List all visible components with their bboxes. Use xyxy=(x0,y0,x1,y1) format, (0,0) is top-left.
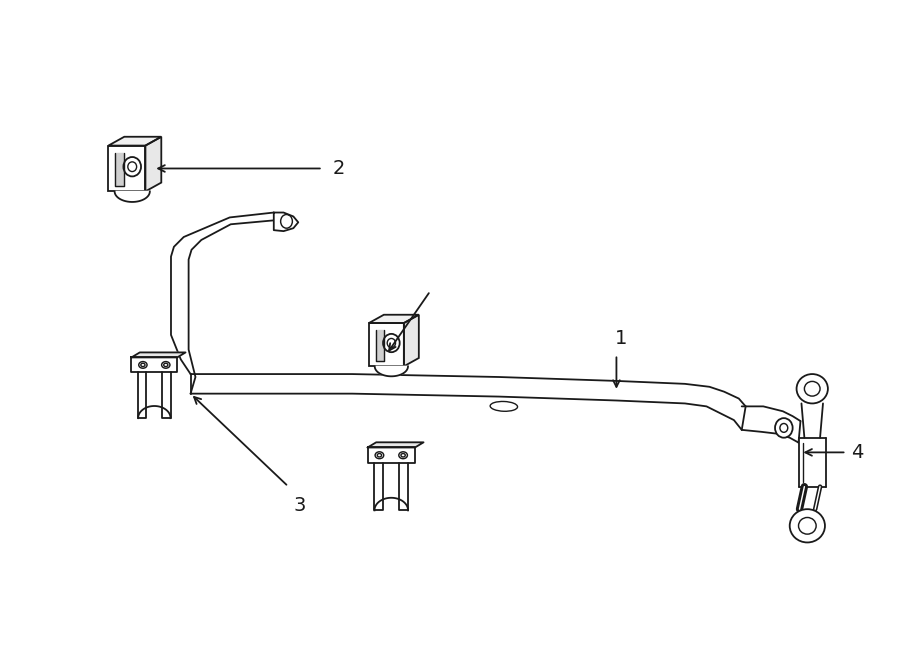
Ellipse shape xyxy=(383,334,400,352)
Text: 2: 2 xyxy=(332,159,345,178)
Polygon shape xyxy=(138,372,147,418)
Polygon shape xyxy=(191,374,746,430)
Polygon shape xyxy=(115,153,124,186)
Ellipse shape xyxy=(123,157,141,176)
Polygon shape xyxy=(114,192,149,202)
Polygon shape xyxy=(146,137,161,192)
Ellipse shape xyxy=(789,509,825,543)
Polygon shape xyxy=(131,358,177,372)
Polygon shape xyxy=(374,498,408,510)
Ellipse shape xyxy=(162,362,170,368)
Polygon shape xyxy=(742,407,800,443)
Polygon shape xyxy=(274,213,298,231)
Polygon shape xyxy=(400,463,408,510)
Polygon shape xyxy=(374,366,408,376)
Ellipse shape xyxy=(775,418,793,438)
Polygon shape xyxy=(367,447,415,463)
Ellipse shape xyxy=(399,452,408,459)
Ellipse shape xyxy=(796,374,828,403)
Polygon shape xyxy=(369,323,404,366)
Polygon shape xyxy=(131,352,185,358)
Text: 3: 3 xyxy=(293,496,306,516)
Text: 1: 1 xyxy=(615,329,627,348)
Polygon shape xyxy=(108,145,146,192)
Polygon shape xyxy=(138,406,171,418)
Text: 4: 4 xyxy=(851,443,864,462)
Polygon shape xyxy=(367,442,424,447)
Polygon shape xyxy=(802,403,823,438)
Ellipse shape xyxy=(139,362,147,368)
Polygon shape xyxy=(404,315,419,366)
Polygon shape xyxy=(108,137,161,145)
Ellipse shape xyxy=(375,452,383,459)
Polygon shape xyxy=(171,213,274,394)
Polygon shape xyxy=(375,330,384,362)
Polygon shape xyxy=(162,372,171,418)
Polygon shape xyxy=(369,315,419,323)
Polygon shape xyxy=(798,438,826,486)
Polygon shape xyxy=(374,463,383,510)
